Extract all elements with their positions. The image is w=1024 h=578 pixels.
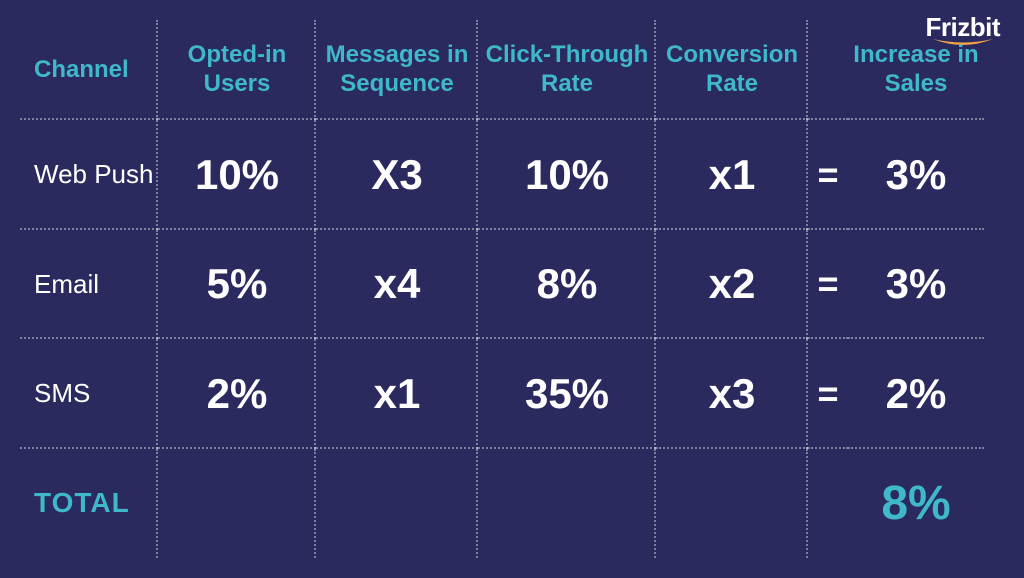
row-label-email: Email — [20, 230, 158, 340]
cell-email-ctr: 8% — [478, 230, 656, 340]
cell-sms-increase: 2% — [848, 339, 984, 449]
cell-sms-conversion: x3 — [656, 339, 808, 449]
col-header-ctr: Click-Through Rate — [478, 20, 656, 120]
total-empty-1 — [158, 449, 316, 559]
total-empty-4 — [656, 449, 808, 559]
total-empty-3 — [478, 449, 656, 559]
cell-email-equals: = — [808, 230, 848, 340]
cell-sms-equals: = — [808, 339, 848, 449]
row-label-web-push: Web Push — [20, 120, 158, 230]
cell-web-push-equals: = — [808, 120, 848, 230]
total-value: 8% — [848, 449, 984, 559]
cell-email-opted-in: 5% — [158, 230, 316, 340]
cell-email-increase: 3% — [848, 230, 984, 340]
metrics-table: Channel Opted-in Users Messages in Seque… — [20, 20, 1004, 558]
col-header-messages: Messages in Sequence — [316, 20, 478, 120]
cell-web-push-conversion: x1 — [656, 120, 808, 230]
cell-email-messages: x4 — [316, 230, 478, 340]
total-label: TOTAL — [20, 449, 158, 559]
cell-sms-opted-in: 2% — [158, 339, 316, 449]
total-empty-2 — [316, 449, 478, 559]
col-header-conversion: Conversion Rate — [656, 20, 808, 120]
row-label-sms: SMS — [20, 339, 158, 449]
cell-web-push-opted-in: 10% — [158, 120, 316, 230]
cell-web-push-messages: X3 — [316, 120, 478, 230]
col-header-equals — [808, 20, 848, 120]
cell-email-conversion: x2 — [656, 230, 808, 340]
cell-sms-ctr: 35% — [478, 339, 656, 449]
col-header-channel: Channel — [20, 20, 158, 120]
cell-web-push-increase: 3% — [848, 120, 984, 230]
cell-sms-messages: x1 — [316, 339, 478, 449]
total-empty-5 — [808, 449, 848, 559]
col-header-opted-in: Opted-in Users — [158, 20, 316, 120]
col-header-increase: Increase in Sales — [848, 20, 984, 120]
cell-web-push-ctr: 10% — [478, 120, 656, 230]
